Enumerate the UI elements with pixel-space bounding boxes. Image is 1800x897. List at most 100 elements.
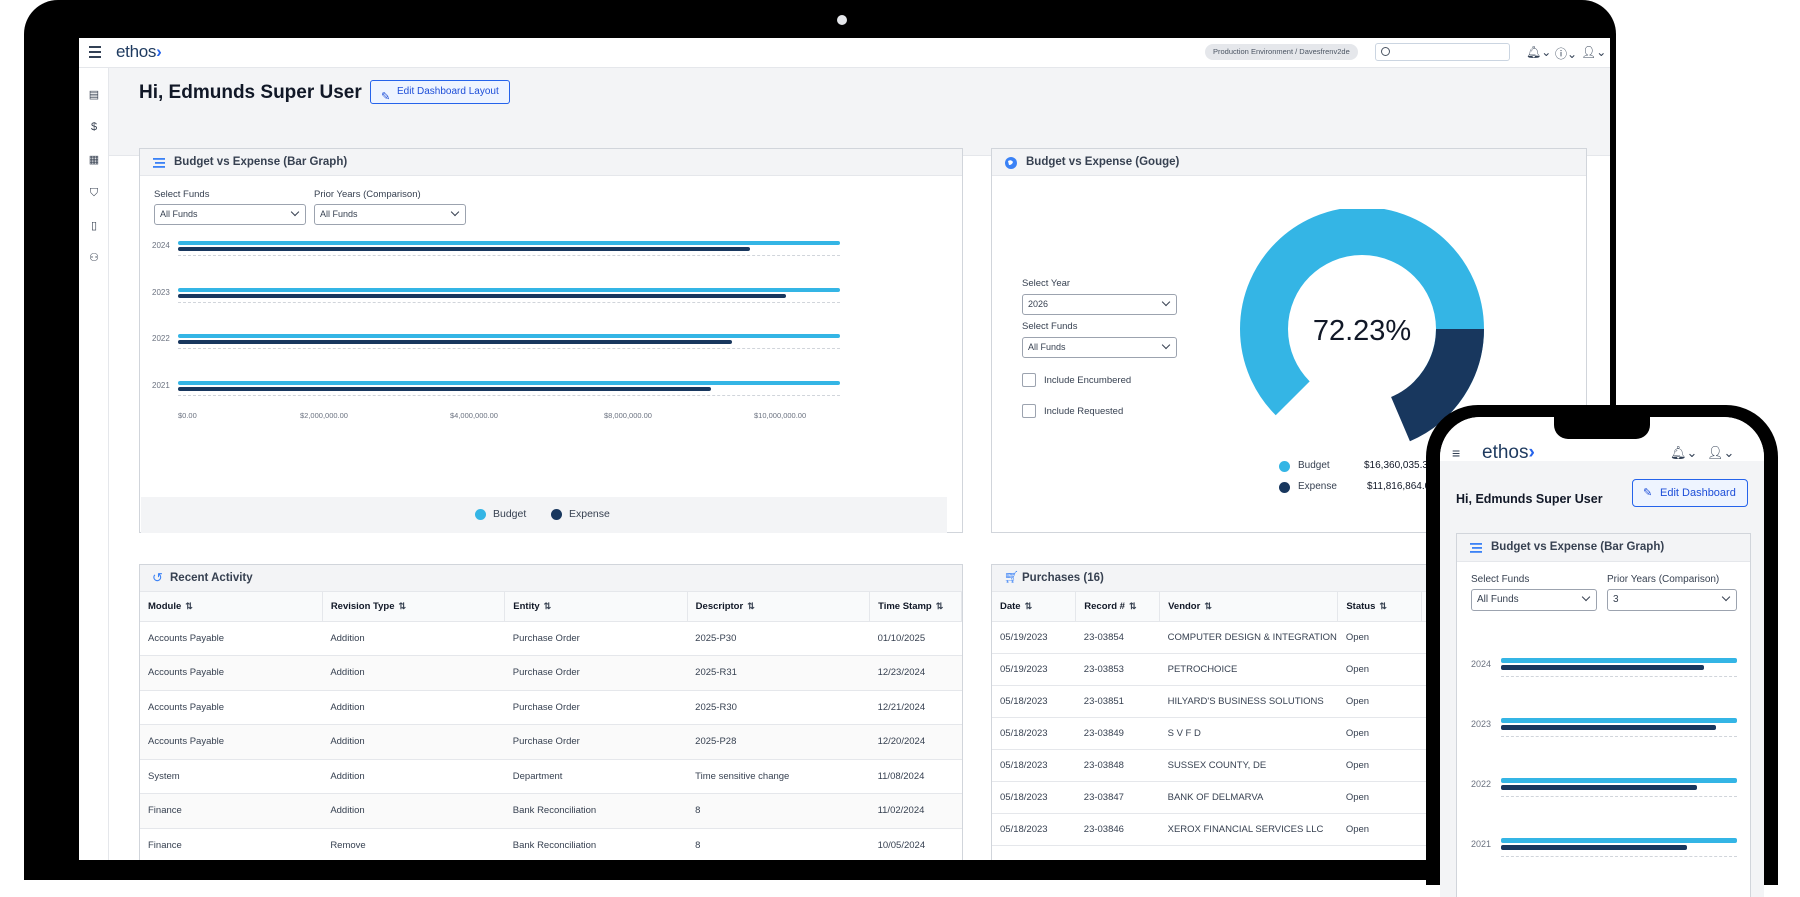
sort-icon[interactable]: ⇅ [935, 600, 944, 611]
include-encumbered-checkbox[interactable] [1022, 373, 1036, 387]
column-header[interactable]: Module ⇅ [140, 592, 323, 622]
table-cell: 05/18/2023 [992, 685, 1076, 718]
table-cell: Accounts Payable [140, 655, 323, 691]
grid-line [178, 394, 840, 396]
include-requested-label: Include Requested [1044, 406, 1124, 417]
funds-label: Select Funds [154, 189, 210, 200]
budget-bar [178, 334, 840, 338]
dollar-icon[interactable]: $ [90, 121, 98, 133]
table-row[interactable]: Finance Addition Bank Reconciliation 8 11/02… [140, 793, 962, 829]
app-screen: ethos› Production Environment / Davesfre… [79, 38, 1610, 860]
y-tick-label: 2024 [152, 241, 170, 250]
search-icon [1381, 47, 1390, 56]
chevron-down-icon [1721, 592, 1731, 602]
phone-funds-label: Select Funds [1471, 574, 1530, 585]
grid-line [178, 301, 840, 303]
table-cell: Addition [322, 759, 505, 794]
column-header[interactable]: Entity ⇅ [504, 592, 688, 622]
sort-icon[interactable]: ⇅ [185, 600, 193, 611]
expense-bar [1501, 845, 1688, 850]
column-header[interactable]: Vendor ⇅ [1159, 592, 1339, 622]
table-row[interactable]: System Addition Department Time sensitive c… [140, 759, 962, 794]
table-cell: 05/19/2023 [992, 621, 1076, 654]
column-header[interactable]: Revision Type ⇅ [322, 592, 506, 622]
column-header[interactable]: Record # ⇅ [1075, 592, 1161, 622]
phone-logo[interactable]: ethos› [1482, 442, 1535, 463]
table-cell: 2025-P28 [687, 724, 870, 760]
sort-icon[interactable]: ⇅ [1128, 600, 1137, 611]
include-requested-checkbox[interactable] [1022, 404, 1036, 418]
phone-user-icon[interactable]: 👤︎⌄ [1707, 445, 1735, 460]
column-header[interactable]: Descriptor ⇅ [687, 592, 871, 622]
budget-dot [1279, 461, 1290, 472]
expense-legend-dot [551, 509, 562, 520]
y-tick-label: 2023 [1471, 719, 1492, 729]
phone-bar-card: Budget vs Expense (Bar Graph) Select Fun… [1456, 533, 1751, 897]
budget-value: $16,360,035.37 [1364, 460, 1434, 471]
budget-label: Budget [1298, 460, 1330, 471]
prior-years-label: Prior Years (Comparison) [314, 189, 421, 200]
prior-years-select[interactable]: All Funds [314, 204, 466, 225]
table-cell: Purchase Order [504, 621, 688, 656]
dashboard-icon[interactable]: ▤ [88, 89, 100, 101]
table-row[interactable]: Accounts Payable Addition Purchase Order 20… [140, 724, 962, 760]
expense-bar [178, 293, 786, 298]
phone-prior-select[interactable]: 3 [1607, 589, 1737, 611]
column-header[interactable]: Status ⇅ [1337, 592, 1423, 622]
table-cell: Accounts Payable [140, 621, 323, 656]
phone-bell-icon[interactable]: 🔔︎⌄ [1670, 445, 1698, 460]
expense-bar [1501, 725, 1716, 730]
table-row[interactable]: Accounts Payable Addition Purchase Order 20… [140, 655, 962, 691]
column-header[interactable]: Time Stamp ⇅ [869, 592, 962, 622]
table-cell: Open [1337, 749, 1422, 782]
card-title: Budget vs Expense (Bar Graph) [174, 156, 348, 168]
table-cell: Open [1337, 653, 1422, 686]
sort-icon[interactable]: ⇅ [398, 600, 407, 611]
table-cell: Addition [322, 724, 505, 760]
card-header: Budget vs Expense (Bar Graph) [140, 149, 962, 176]
shield-icon[interactable]: ⛉ [89, 187, 99, 199]
laptop-frame: ethos› Production Environment / Davesfre… [24, 0, 1616, 880]
search-input[interactable] [1375, 43, 1510, 61]
table-cell: 10/05/2024 [869, 828, 962, 860]
table-cell: Open [1337, 621, 1422, 654]
sort-icon[interactable]: ⇅ [747, 600, 755, 611]
pencil-icon: ✎ [1643, 487, 1653, 499]
table-cell: 12/20/2024 [869, 724, 962, 760]
phone-page-title: Hi, Edmunds Super User [1456, 492, 1603, 506]
sort-icon[interactable]: ⇅ [543, 600, 552, 611]
phone-funds-select[interactable]: All Funds [1471, 589, 1597, 611]
table-cell: Accounts Payable [140, 724, 323, 760]
phone-menu-icon[interactable]: ≡ [1452, 445, 1461, 461]
recent-activity-card: ↺ Recent Activity Module ⇅ Revision Type ⇅ E… [139, 564, 963, 860]
people-icon[interactable]: ⚇ [89, 252, 99, 264]
table-row[interactable]: Accounts Payable Addition Purchase Order 20… [140, 690, 962, 725]
y-tick-label: 2022 [1471, 779, 1492, 789]
table-row[interactable]: Finance Remove Bank Reconciliation 8 10/05/2… [140, 828, 962, 860]
sort-icon[interactable]: ⇅ [1204, 600, 1212, 611]
user-icon[interactable]: 👤︎⌄ [1581, 45, 1607, 59]
bell-icon[interactable]: 🔔︎⌄ [1526, 45, 1552, 59]
pencil-icon: ✎ [381, 91, 391, 103]
funds-select[interactable]: All Funds [154, 204, 306, 225]
menu-icon[interactable] [89, 46, 101, 58]
gauge-funds-label: Select Funds [1022, 321, 1078, 332]
y-tick-label: 2021 [1471, 839, 1492, 849]
card-header: Budget vs Expense (Bar Graph) [1457, 534, 1750, 562]
chevron-down-icon [1581, 592, 1591, 602]
column-header[interactable]: Date ⇅ [992, 592, 1077, 622]
table-cell: 8 [687, 828, 870, 860]
grid-line [178, 255, 840, 256]
app-logo[interactable]: ethos› [116, 42, 162, 61]
document-icon[interactable]: ▯ [90, 220, 98, 232]
expense-bar [1501, 665, 1704, 670]
edit-dashboard-button[interactable]: ✎ Edit Dashboard Layout [370, 80, 510, 104]
gauge-funds-select[interactable]: All Funds [1022, 337, 1177, 358]
help-icon[interactable]: ⓘ⌄ [1555, 47, 1578, 61]
phone-edit-button[interactable]: ✎ Edit Dashboard [1632, 479, 1748, 507]
year-select[interactable]: 2026 [1022, 294, 1177, 315]
sort-icon[interactable]: ⇅ [1379, 600, 1387, 611]
table-row[interactable]: Accounts Payable Addition Purchase Order 20… [140, 621, 962, 656]
sort-icon[interactable]: ⇅ [1024, 600, 1033, 611]
building-icon[interactable]: ▦ [88, 154, 100, 166]
